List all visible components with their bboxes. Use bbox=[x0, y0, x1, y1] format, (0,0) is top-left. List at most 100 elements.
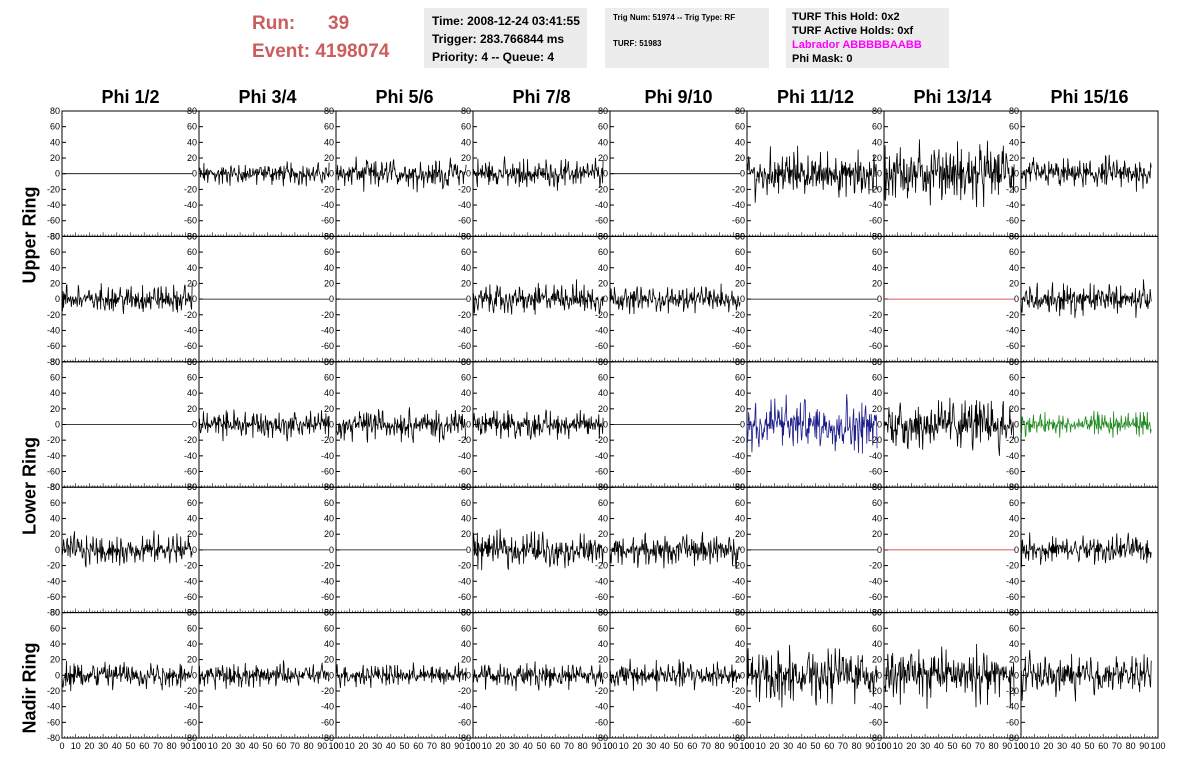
priority-text: Priority: 4 -- Queue: 4 bbox=[432, 50, 555, 64]
y-tick-label: -60 bbox=[595, 341, 608, 351]
y-tick-label: 40 bbox=[324, 263, 334, 273]
labrador-text: Labrador ABBBBBAABB bbox=[792, 39, 922, 51]
x-tick-label: 50 bbox=[262, 741, 272, 751]
y-tick-label: -40 bbox=[869, 325, 882, 335]
column-title-phi-3-4: Phi 3/4 bbox=[238, 87, 297, 107]
y-tick-label: -60 bbox=[595, 592, 608, 602]
y-tick-label: 0 bbox=[192, 420, 197, 430]
x-tick-label: 20 bbox=[632, 741, 642, 751]
y-tick-label: 20 bbox=[461, 278, 471, 288]
x-tick-label: 60 bbox=[961, 741, 971, 751]
y-tick-label: 80 bbox=[324, 482, 334, 492]
waveform-trace bbox=[198, 409, 330, 442]
x-tick-label: 20 bbox=[1043, 741, 1053, 751]
x-tick-label: 70 bbox=[1112, 741, 1122, 751]
y-tick-label: 80 bbox=[50, 608, 60, 618]
y-tick-label: 20 bbox=[50, 404, 60, 414]
x-tick-label: 50 bbox=[947, 741, 957, 751]
x-tick-label: 0 bbox=[607, 741, 612, 751]
y-tick-label: -60 bbox=[1006, 467, 1019, 477]
y-tick-label: 60 bbox=[1009, 498, 1019, 508]
y-tick-label: -40 bbox=[184, 325, 197, 335]
y-tick-label: -40 bbox=[458, 702, 471, 712]
x-tick-label: 70 bbox=[427, 741, 437, 751]
y-tick-label: 20 bbox=[735, 404, 745, 414]
y-tick-label: 60 bbox=[872, 372, 882, 382]
x-tick-label: 50 bbox=[399, 741, 409, 751]
x-tick-label: 70 bbox=[153, 741, 163, 751]
run-label: Run: bbox=[252, 13, 296, 34]
y-tick-label: 20 bbox=[324, 655, 334, 665]
y-tick-label: 60 bbox=[598, 247, 608, 257]
event-label: Event: bbox=[252, 41, 311, 62]
y-tick-label: 0 bbox=[877, 294, 882, 304]
column-title-phi-5-6: Phi 5/6 bbox=[375, 87, 434, 107]
x-tick-label: 20 bbox=[358, 741, 368, 751]
y-tick-label: 40 bbox=[187, 137, 197, 147]
y-tick-label: 20 bbox=[872, 278, 882, 288]
waveform-trace bbox=[609, 531, 741, 570]
y-tick-label: -20 bbox=[595, 561, 608, 571]
y-tick-label: 60 bbox=[872, 247, 882, 257]
y-tick-label: 0 bbox=[192, 545, 197, 555]
y-tick-label: 60 bbox=[324, 122, 334, 132]
x-tick-label: 90 bbox=[317, 741, 327, 751]
y-tick-label: 80 bbox=[187, 231, 197, 241]
y-tick-label: -40 bbox=[595, 325, 608, 335]
waveform-trace bbox=[335, 156, 467, 193]
y-tick-label: 60 bbox=[598, 498, 608, 508]
y-tick-label: 60 bbox=[1009, 247, 1019, 257]
y-tick-label: 80 bbox=[872, 106, 882, 116]
x-tick-label: 100 bbox=[328, 741, 343, 751]
y-tick-label: 80 bbox=[324, 231, 334, 241]
time-text: Time: 2008-12-24 03:41:55 bbox=[432, 14, 580, 28]
x-tick-label: 0 bbox=[59, 741, 64, 751]
waveform-trace bbox=[746, 394, 878, 454]
y-tick-label: -60 bbox=[732, 592, 745, 602]
y-tick-label: 40 bbox=[324, 514, 334, 524]
y-tick-label: 60 bbox=[324, 498, 334, 508]
y-tick-label: 20 bbox=[1009, 153, 1019, 163]
y-tick-label: 40 bbox=[1009, 263, 1019, 273]
x-tick-label: 80 bbox=[989, 741, 999, 751]
x-tick-label: 90 bbox=[180, 741, 190, 751]
waveform-trace bbox=[883, 397, 1015, 456]
waveform-trace bbox=[746, 145, 878, 203]
y-tick-label: -60 bbox=[321, 592, 334, 602]
y-tick-label: 60 bbox=[187, 623, 197, 633]
y-tick-label: -40 bbox=[1006, 200, 1019, 210]
y-tick-label: -60 bbox=[321, 216, 334, 226]
y-tick-label: 60 bbox=[461, 623, 471, 633]
y-tick-label: 20 bbox=[735, 655, 745, 665]
y-tick-label: 20 bbox=[324, 278, 334, 288]
y-tick-label: -40 bbox=[184, 576, 197, 586]
waveform-trace bbox=[61, 660, 193, 692]
y-tick-label: 80 bbox=[598, 608, 608, 618]
y-tick-label: -20 bbox=[869, 184, 882, 194]
y-tick-label: -40 bbox=[184, 702, 197, 712]
y-tick-label: 20 bbox=[598, 153, 608, 163]
y-tick-label: -60 bbox=[184, 216, 197, 226]
x-tick-label: 0 bbox=[744, 741, 749, 751]
y-tick-label: 40 bbox=[735, 137, 745, 147]
y-tick-label: 40 bbox=[1009, 137, 1019, 147]
y-tick-label: 40 bbox=[1009, 514, 1019, 524]
y-tick-label: -20 bbox=[184, 686, 197, 696]
y-tick-label: -40 bbox=[732, 325, 745, 335]
y-tick-label: 0 bbox=[1014, 169, 1019, 179]
waveform-trace bbox=[609, 283, 741, 315]
x-tick-label: 70 bbox=[701, 741, 711, 751]
y-tick-label: 40 bbox=[872, 388, 882, 398]
x-tick-label: 80 bbox=[167, 741, 177, 751]
y-tick-label: 20 bbox=[187, 529, 197, 539]
y-tick-label: -80 bbox=[47, 733, 60, 743]
waveform-trace bbox=[472, 661, 604, 692]
y-tick-label: -40 bbox=[869, 451, 882, 461]
x-tick-label: 20 bbox=[906, 741, 916, 751]
y-tick-label: 60 bbox=[735, 623, 745, 633]
y-tick-label: 20 bbox=[872, 529, 882, 539]
waveform-trace bbox=[746, 644, 878, 708]
y-tick-label: 40 bbox=[50, 639, 60, 649]
y-tick-label: 80 bbox=[872, 357, 882, 367]
waveform-trace bbox=[472, 156, 604, 191]
